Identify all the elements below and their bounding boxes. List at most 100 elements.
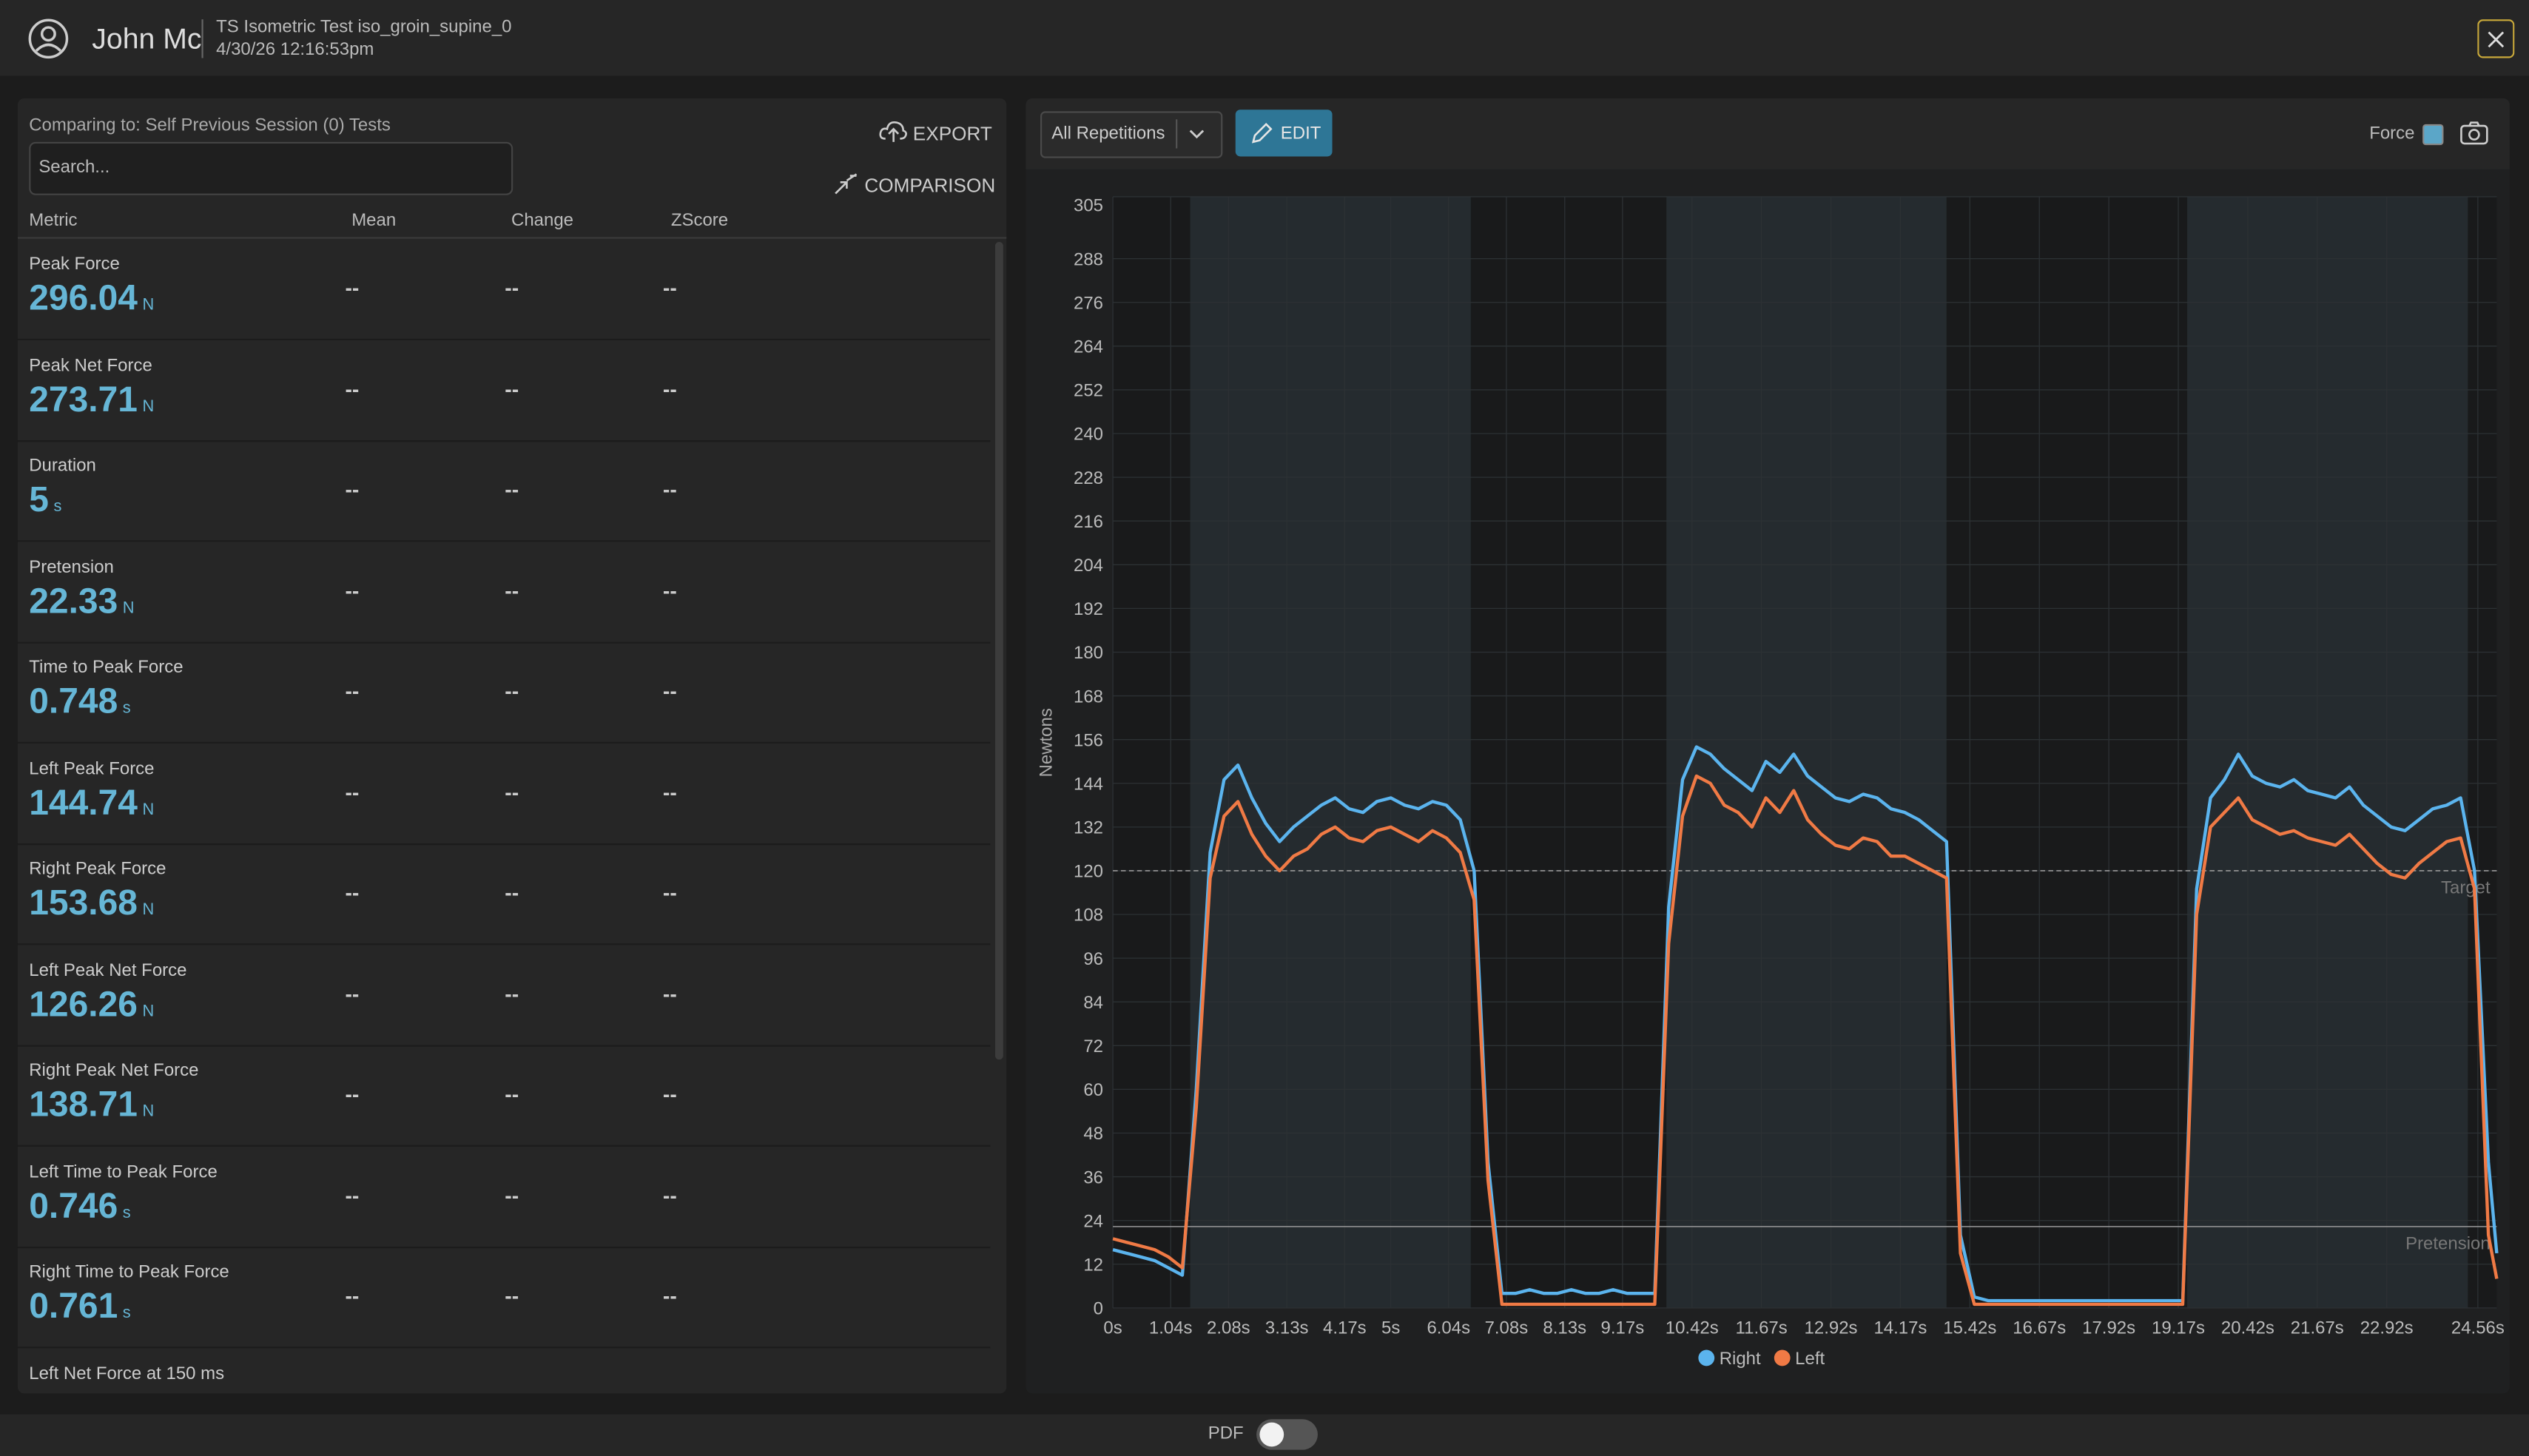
metric-change: -- bbox=[505, 1082, 519, 1107]
x-tick-label: 12.92s bbox=[1805, 1318, 1858, 1338]
metric-zscore: -- bbox=[662, 376, 677, 401]
metric-name: Left Time to Peak Force bbox=[29, 1162, 218, 1182]
metric-row[interactable] bbox=[17, 340, 991, 442]
metric-mean: -- bbox=[345, 477, 360, 502]
repetition-region bbox=[1190, 196, 1471, 1308]
column-header: Change bbox=[511, 211, 574, 231]
y-tick-label: 305 bbox=[1074, 196, 1103, 216]
metric-row[interactable] bbox=[17, 1247, 991, 1349]
metric-change: -- bbox=[505, 779, 519, 804]
x-tick-label: 20.42s bbox=[2221, 1318, 2274, 1338]
legend-marker bbox=[1774, 1349, 1791, 1366]
metric-value-line: 273.71 N bbox=[29, 378, 154, 420]
search-input[interactable] bbox=[29, 141, 513, 195]
separator bbox=[201, 19, 203, 58]
close-button[interactable] bbox=[2477, 19, 2515, 58]
metric-row[interactable] bbox=[17, 239, 991, 340]
metric-value-line: 22.33 N bbox=[29, 580, 134, 622]
series-line bbox=[1112, 774, 2499, 1307]
x-tick-label: 3.13s bbox=[1265, 1318, 1309, 1338]
metric-value-line: 153.68 N bbox=[29, 882, 154, 924]
export-button[interactable]: EXPORT bbox=[912, 122, 992, 146]
test-name: TS Isometric Test iso_groin_supine_0 bbox=[216, 17, 512, 38]
series-line bbox=[1112, 745, 2499, 1303]
comparison-icon[interactable] bbox=[832, 171, 860, 197]
metric-name: Right Peak Force bbox=[29, 859, 166, 880]
metric-value: 138.71 bbox=[29, 1083, 138, 1125]
edit-icon bbox=[1251, 122, 1273, 144]
metric-zscore: -- bbox=[662, 1082, 677, 1107]
metric-zscore: -- bbox=[662, 880, 677, 905]
metric-value-line: 144.74 N bbox=[29, 781, 154, 823]
y-tick-label: 12 bbox=[1083, 1255, 1103, 1275]
metric-row[interactable] bbox=[17, 642, 991, 744]
metric-change: -- bbox=[505, 678, 519, 704]
metric-change: -- bbox=[505, 578, 519, 603]
legend-marker bbox=[1698, 1349, 1715, 1366]
column-header: Metric bbox=[29, 211, 78, 231]
x-tick-label: 4.17s bbox=[1323, 1318, 1367, 1338]
metric-unit: s bbox=[122, 1204, 131, 1222]
y-tick-label: 108 bbox=[1074, 906, 1103, 926]
y-tick-label: 240 bbox=[1074, 425, 1103, 445]
metric-change: -- bbox=[505, 275, 519, 300]
metric-row[interactable] bbox=[17, 1045, 991, 1147]
metric-zscore: -- bbox=[662, 1182, 677, 1207]
metric-zscore: -- bbox=[662, 275, 677, 300]
y-tick-label: 276 bbox=[1074, 293, 1103, 313]
metric-unit: N bbox=[142, 1103, 155, 1121]
y-tick-label: 84 bbox=[1083, 993, 1103, 1013]
x-tick-label: 14.17s bbox=[1873, 1318, 1927, 1338]
metric-row[interactable] bbox=[17, 541, 991, 643]
metric-row[interactable] bbox=[17, 743, 991, 845]
metric-zscore: -- bbox=[662, 981, 677, 1006]
metric-value: 126.26 bbox=[29, 983, 138, 1024]
metric-name: Right Time to Peak Force bbox=[29, 1262, 229, 1282]
legend-label: Right bbox=[1720, 1349, 1761, 1369]
x-tick-label: 8.13s bbox=[1543, 1318, 1586, 1338]
test-date: 4/30/26 12:16:53pm bbox=[216, 40, 374, 60]
pdf-toggle-knob bbox=[1259, 1422, 1284, 1447]
column-header: ZScore bbox=[670, 211, 729, 231]
repetition-select[interactable] bbox=[1040, 111, 1223, 158]
metric-name: Right Peak Net Force bbox=[29, 1061, 199, 1081]
metric-unit: N bbox=[142, 297, 155, 315]
metric-value: 296.04 bbox=[29, 277, 138, 318]
force-checkbox[interactable] bbox=[2422, 124, 2444, 146]
y-tick-label: 24 bbox=[1083, 1211, 1103, 1231]
metric-value: 22.33 bbox=[29, 579, 118, 621]
x-tick-label: 24.56s bbox=[2451, 1318, 2505, 1338]
pdf-label: PDF bbox=[1208, 1423, 1244, 1443]
metric-value: 0.748 bbox=[29, 680, 118, 721]
edit-button[interactable] bbox=[1235, 109, 1333, 157]
header-bar bbox=[0, 0, 2529, 76]
metric-mean: -- bbox=[345, 376, 360, 401]
y-tick-label: 156 bbox=[1074, 730, 1103, 750]
metric-value-line: 138.71 N bbox=[29, 1084, 154, 1126]
x-tick-label: 7.08s bbox=[1485, 1318, 1529, 1338]
metric-zscore: -- bbox=[662, 477, 677, 502]
metric-value-line: 296.04 N bbox=[29, 277, 154, 320]
metric-mean: -- bbox=[345, 1082, 360, 1107]
user-name: John Mc bbox=[92, 22, 202, 55]
camera-icon[interactable] bbox=[2459, 121, 2488, 145]
comparison-button[interactable]: COMPARISON bbox=[864, 174, 996, 197]
x-tick-label: 16.67s bbox=[2013, 1318, 2066, 1338]
metric-row[interactable] bbox=[17, 843, 991, 946]
edit-label: EDIT bbox=[1280, 124, 1321, 144]
metrics-rows: Peak Force 296.04 N -- -- -- Peak Net Force 273… bbox=[17, 239, 991, 1394]
metric-unit: N bbox=[142, 801, 155, 819]
metric-row[interactable] bbox=[17, 1146, 991, 1248]
scrollbar[interactable] bbox=[994, 241, 1003, 1060]
metric-change: -- bbox=[505, 376, 519, 401]
metric-row[interactable] bbox=[17, 440, 991, 542]
metrics-panel bbox=[17, 98, 1007, 1394]
legend-label: Left bbox=[1795, 1349, 1825, 1369]
metric-value-line: 0.748 s bbox=[29, 681, 130, 723]
export-icon[interactable] bbox=[879, 119, 908, 145]
metric-zscore: -- bbox=[662, 1284, 677, 1308]
x-tick-label: 22.92s bbox=[2360, 1318, 2414, 1338]
metric-value: 273.71 bbox=[29, 378, 138, 419]
metric-row[interactable] bbox=[17, 944, 991, 1046]
metric-value: 144.74 bbox=[29, 781, 138, 822]
